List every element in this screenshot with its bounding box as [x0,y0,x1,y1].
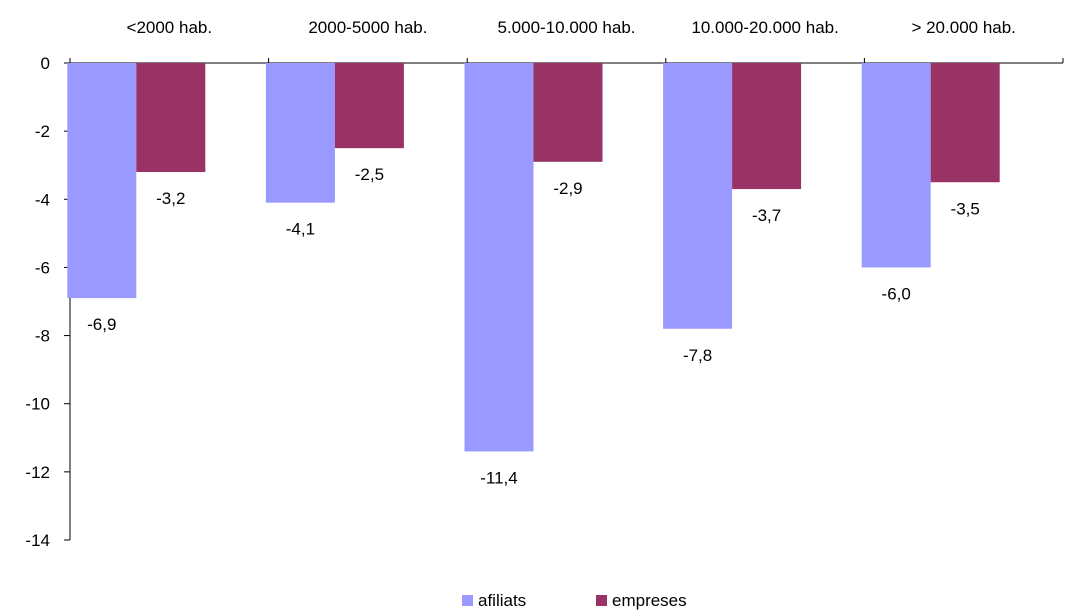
data-label: -7,8 [683,346,712,365]
bars [67,63,1000,452]
legend-label-empreses: empreses [612,591,687,610]
data-label: -3,2 [156,189,185,208]
bar-afiliats [67,63,137,299]
bar-afiliats [464,63,534,452]
y-tick-label: -6 [35,258,50,277]
y-tick-label: -10 [25,395,50,414]
y-tick-label: -8 [35,327,50,346]
category-label: 10.000-20.000 hab. [691,18,838,37]
y-tick-label: -2 [35,122,50,141]
bar-afiliats [663,63,733,329]
data-labels: -6,9 -4,1 -11,4 -7,8 -6,0 -3,2 -2,5 -2,9 -3,7 -3,… [87,165,980,487]
data-label: -3,7 [752,206,781,225]
y-tick-label: 0 [41,54,50,73]
legend-swatch-afiliats [462,595,473,606]
data-label: -2,9 [553,179,582,198]
category-label: <2000 hab. [127,18,213,37]
y-tick-label: -4 [35,190,50,209]
category-axis: <2000 hab. 2000-5000 hab. 5.000-10.000 hab… [69,18,1064,64]
y-axis: 0 -2 -4 -6 -8 -10 -12 -14 [25,54,71,550]
data-label: -6,0 [882,284,911,303]
data-label: -11,4 [480,468,518,487]
y-tick-label: -14 [25,531,50,550]
bar-empreses [930,63,1000,183]
data-label: -3,5 [951,199,980,218]
bar-empreses [136,63,206,173]
category-label: 5.000-10.000 hab. [497,18,635,37]
bar-afiliats [265,63,335,203]
bar-empreses [732,63,802,190]
legend-label-afiliats: afiliats [478,591,526,610]
data-label: -6,9 [87,315,116,334]
category-label: 2000-5000 hab. [308,18,427,37]
data-label: -4,1 [286,220,315,239]
bar-afiliats [861,63,931,268]
y-tick-label: -12 [25,463,50,482]
category-label: > 20.000 hab. [911,18,1015,37]
data-label: -2,5 [355,165,384,184]
legend-swatch-empreses [596,595,607,606]
legend: afiliats empreses [462,591,687,610]
bar-empreses [533,63,603,162]
bar-empreses [334,63,404,149]
